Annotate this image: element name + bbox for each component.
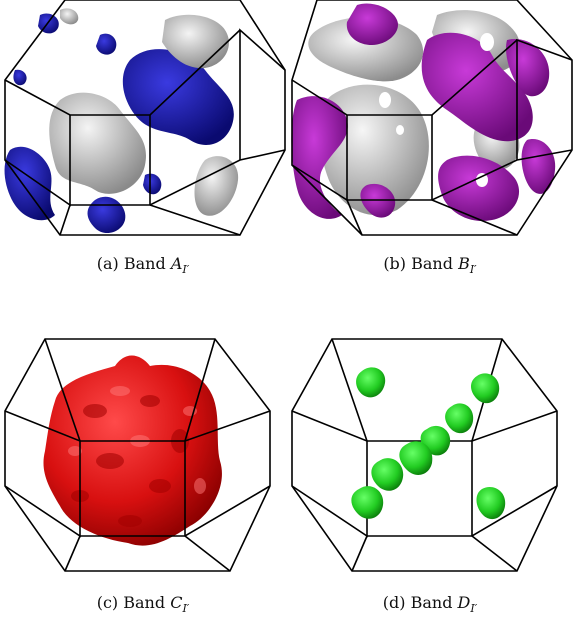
red-surface bbox=[43, 355, 222, 546]
caption-a-subscript: I′ bbox=[182, 263, 190, 277]
caption-a-prefix: (a) Band bbox=[96, 254, 171, 273]
brillouin-zone-edges bbox=[4, 0, 286, 236]
caption-b-prefix: (b) Band bbox=[383, 254, 459, 273]
panel-d: (d) Band DI′ bbox=[287, 311, 573, 622]
gray-surface bbox=[49, 8, 239, 216]
caption-c-symbol: C bbox=[170, 593, 183, 612]
holes-b bbox=[379, 33, 494, 187]
fermi-surface-d bbox=[291, 338, 558, 572]
brillouin-zone-edges-d bbox=[291, 338, 558, 572]
brillouin-zone-edges-c bbox=[4, 338, 271, 572]
brillouin-zone-edges-b bbox=[291, 0, 573, 236]
caption-d: (d) Band DI′ bbox=[287, 593, 573, 615]
caption-d-prefix: (d) Band bbox=[382, 593, 458, 612]
caption-a: (a) Band AI′ bbox=[0, 254, 286, 276]
panel-c: (c) Band CI′ bbox=[0, 311, 286, 622]
caption-c-subscript: I′ bbox=[182, 602, 190, 616]
caption-b-symbol: B bbox=[458, 254, 470, 273]
caption-d-subscript: I′ bbox=[470, 602, 478, 616]
panel-b: (b) Band BI′ bbox=[287, 0, 573, 311]
panel-a: (a) Band AI′ bbox=[0, 0, 286, 311]
caption-b: (b) Band BI′ bbox=[287, 254, 573, 276]
caption-c-prefix: (c) Band bbox=[96, 593, 171, 612]
fermi-surface-b bbox=[291, 0, 573, 236]
caption-d-symbol: D bbox=[457, 593, 471, 612]
fermi-surface-a bbox=[4, 0, 286, 236]
caption-a-symbol: A bbox=[170, 254, 183, 273]
green-pockets bbox=[351, 367, 506, 520]
caption-c: (c) Band CI′ bbox=[0, 593, 286, 615]
fermi-surface-c bbox=[4, 338, 271, 572]
purple-surface bbox=[291, 3, 556, 221]
caption-b-subscript: I′ bbox=[469, 263, 477, 277]
